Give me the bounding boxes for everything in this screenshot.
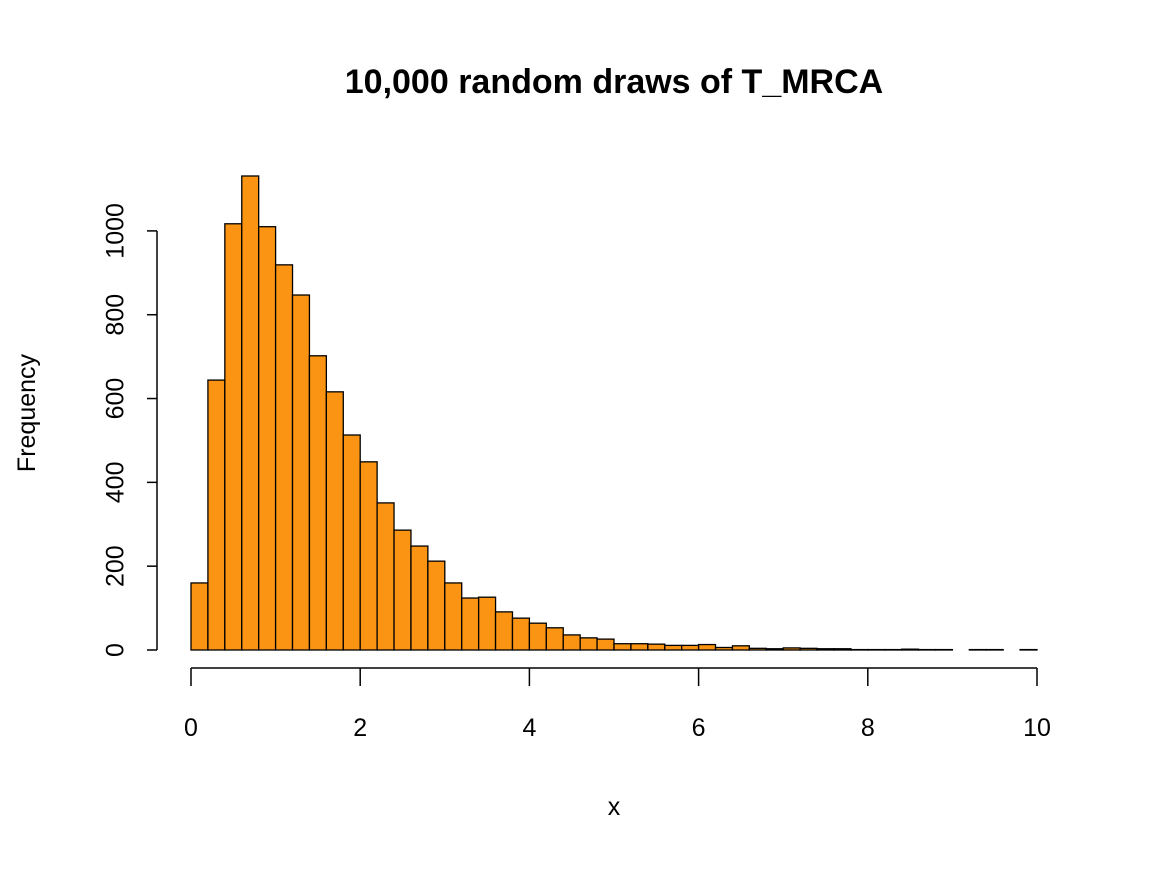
x-axis-label: x	[608, 793, 621, 821]
bar	[682, 645, 699, 650]
bar	[614, 644, 631, 650]
bar	[512, 618, 529, 650]
y-tick-label: 0	[102, 643, 130, 657]
bar	[766, 649, 783, 650]
x-tick-label: 0	[184, 714, 198, 742]
bar	[394, 530, 411, 650]
bar	[496, 612, 513, 650]
y-axis-label: Frequency	[13, 353, 41, 472]
bar	[665, 645, 682, 650]
bar	[834, 649, 851, 650]
bar	[580, 638, 597, 650]
bar	[546, 628, 563, 650]
bar	[377, 503, 394, 650]
bar	[902, 649, 919, 650]
bar	[800, 648, 817, 650]
bar	[783, 648, 800, 650]
x-tick-label: 2	[353, 714, 367, 742]
bar	[563, 635, 580, 650]
y-tick-label: 200	[102, 545, 130, 587]
bar	[259, 227, 276, 650]
y-tick-label: 1000	[102, 203, 130, 259]
bar	[732, 646, 749, 650]
y-tick-label: 400	[102, 462, 130, 504]
bar	[360, 462, 377, 650]
bar	[225, 224, 242, 650]
bar	[479, 597, 496, 650]
y-tick-label: 600	[102, 378, 130, 420]
bar	[411, 546, 428, 650]
bar	[749, 648, 766, 650]
bar	[648, 644, 665, 650]
x-tick-label: 8	[861, 714, 875, 742]
bar	[293, 295, 310, 650]
bar	[445, 583, 462, 650]
bar	[817, 649, 834, 650]
x-tick-label: 6	[692, 714, 706, 742]
bar	[699, 645, 716, 650]
bar	[343, 435, 360, 650]
bar	[276, 265, 293, 650]
bar	[428, 561, 445, 650]
x-tick-label: 4	[522, 714, 536, 742]
bar	[597, 639, 614, 650]
bar	[309, 356, 326, 650]
y-tick-label: 800	[102, 294, 130, 336]
bar	[631, 644, 648, 650]
bar	[191, 583, 208, 650]
bar	[208, 380, 225, 650]
bar	[462, 598, 479, 650]
bar	[529, 623, 546, 650]
chart-title: 10,000 random draws of T_MRCA	[345, 63, 883, 101]
x-tick-label: 10	[1023, 714, 1051, 742]
bar	[242, 176, 259, 650]
bar	[326, 392, 343, 650]
bar	[716, 647, 733, 650]
